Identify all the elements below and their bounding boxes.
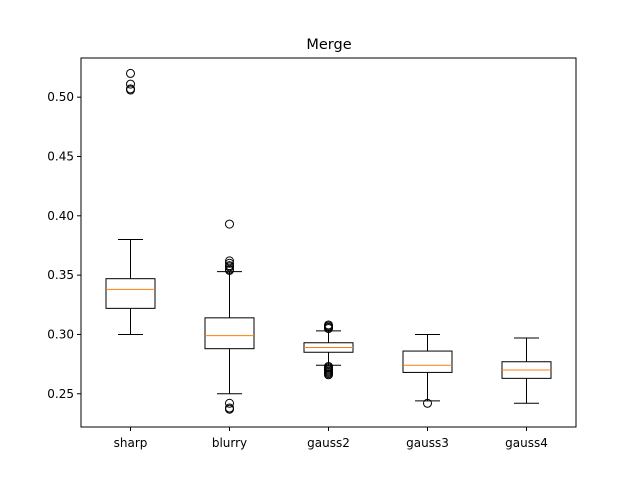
outlier-point bbox=[324, 320, 333, 330]
outlier-point bbox=[126, 68, 135, 78]
y-tick-label: 0.40 bbox=[47, 209, 74, 223]
x-tick-label: gauss2 bbox=[307, 436, 350, 450]
plot-elements: 0.25 0.30 0.35 0.40 0.45 0.50 sharp blurry gauss… bbox=[47, 68, 552, 450]
outlier-point bbox=[126, 84, 135, 94]
y-tick-label: 0.25 bbox=[47, 387, 74, 401]
outlier-point bbox=[225, 219, 234, 229]
box-blurry bbox=[204, 317, 255, 350]
x-tick-label: blurry bbox=[212, 436, 247, 450]
x-tick-label: gauss4 bbox=[505, 436, 548, 450]
outlier-point bbox=[324, 370, 333, 380]
y-tick-label: 0.45 bbox=[47, 149, 74, 163]
outlier-point bbox=[225, 256, 234, 266]
y-tick-label: 0.35 bbox=[47, 268, 74, 282]
outlier-point bbox=[126, 79, 135, 89]
chart-title: Merge bbox=[306, 37, 351, 53]
plot-frame bbox=[80, 57, 577, 428]
y-tick-label: 0.30 bbox=[47, 327, 74, 341]
x-tick-label: sharp bbox=[114, 436, 148, 450]
outlier-point bbox=[225, 258, 234, 268]
outlier-point bbox=[225, 404, 234, 414]
box-gauss3 bbox=[402, 350, 453, 373]
outlier-point bbox=[225, 398, 234, 408]
box-sharp bbox=[105, 278, 156, 309]
y-tick-label: 0.50 bbox=[47, 90, 74, 104]
outlier-point bbox=[423, 398, 432, 408]
outlier-point bbox=[225, 261, 234, 271]
x-tick-label: gauss3 bbox=[406, 436, 449, 450]
